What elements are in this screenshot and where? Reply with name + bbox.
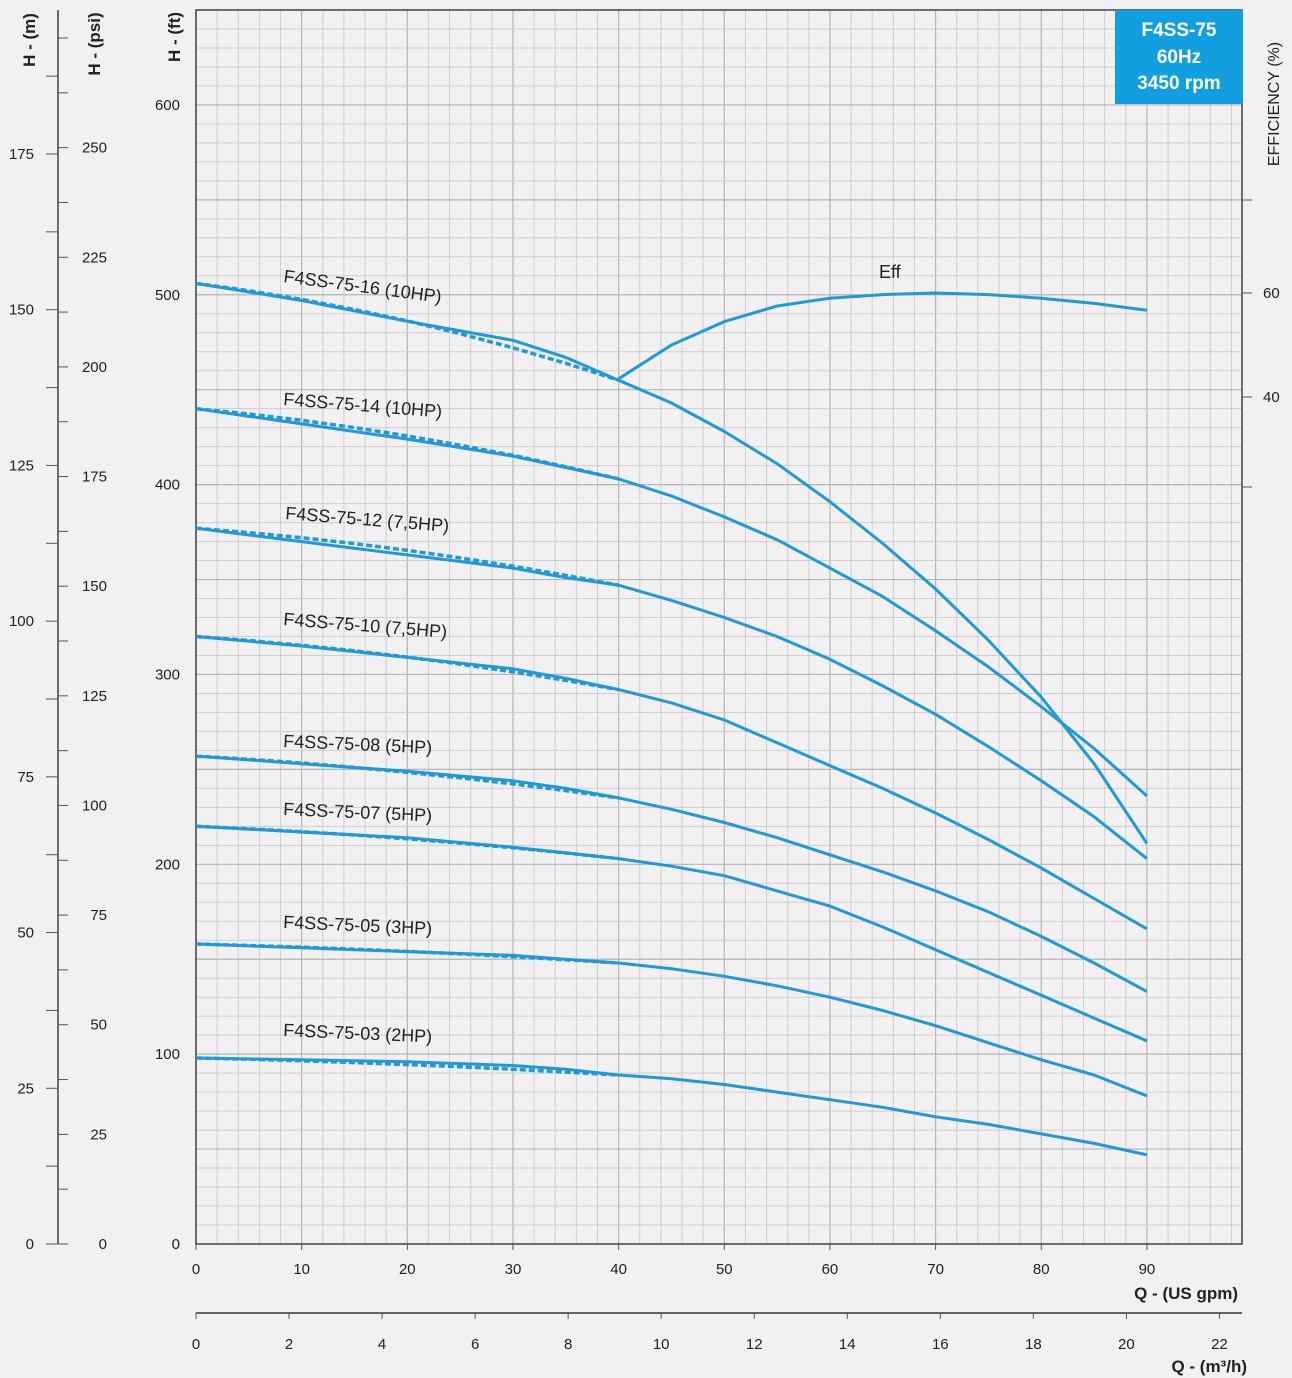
x-tick-label: 0 <box>192 1261 200 1278</box>
x2-tick-label: 12 <box>746 1336 763 1353</box>
x2-tick-label: 18 <box>1025 1336 1042 1353</box>
h-m-tick-label: 0 <box>26 1236 34 1253</box>
y-tick-label: 100 <box>155 1046 180 1063</box>
axis-label-q-m3h: Q - (m³/h) <box>1171 1357 1247 1376</box>
curves <box>195 281 1149 1157</box>
x2-tick-label: 2 <box>285 1336 293 1353</box>
plot-frame <box>195 9 1243 1245</box>
label-f4ss-75-12-7-5hp: F4SS-75-12 (7,5HP) <box>285 503 450 536</box>
axis-label-efficiency: EFFICIENCY (%) <box>1266 42 1283 166</box>
curve-f4ss-75-03-2hp <box>195 1056 1148 1157</box>
label-eff: Eff <box>879 262 902 282</box>
h-psi-tick-label: 250 <box>82 140 107 157</box>
h-m-tick-label: 25 <box>17 1080 34 1097</box>
label-f4ss-75-08-5hp: F4SS-75-08 (5HP) <box>283 731 433 757</box>
h-psi-tick-label: 200 <box>82 359 107 376</box>
axes: 0 10 20 30 40 50 60 70 80 90010020030040050060002… <box>9 9 1280 1353</box>
curve-extension-f4ss-75-05-3hp <box>195 942 619 965</box>
axis-label-h-m: H - (m) <box>20 13 39 67</box>
curve-extension-f4ss-75-10-7-5hp <box>195 634 619 692</box>
h-psi-tick-label: 175 <box>82 469 107 486</box>
x2-tick-label: 0 <box>192 1336 200 1353</box>
x2-tick-label: 4 <box>378 1336 386 1353</box>
h-psi-tick-label: 50 <box>90 1017 107 1034</box>
x2-tick-label: 20 <box>1118 1336 1135 1353</box>
axis-label-q-gpm: Q - (US gpm) <box>1134 1284 1238 1303</box>
x-tick-label: 30 <box>505 1261 522 1278</box>
h-psi-tick-label: 225 <box>82 249 107 266</box>
x2-tick-label: 14 <box>839 1336 856 1353</box>
x2-tick-label: 6 <box>471 1336 479 1353</box>
label-f4ss-75-05-3hp: F4SS-75-05 (3HP) <box>283 912 433 938</box>
curve-f4ss-75-12-7-5hp <box>195 526 1148 860</box>
h-psi-tick-label: 100 <box>82 797 107 814</box>
eff-tick-label: 60 <box>1263 285 1280 302</box>
h-m-tick-label: 150 <box>9 302 34 319</box>
x2-tick-label: 8 <box>564 1336 572 1353</box>
x-tick-label: 60 <box>822 1261 839 1278</box>
x-tick-label: 50 <box>716 1261 733 1278</box>
x-tick-label: 70 <box>927 1261 944 1278</box>
badge-model: F4SS-75 <box>1142 20 1217 41</box>
x-tick-label: 40 <box>610 1261 627 1278</box>
h-m-tick-label: 175 <box>9 146 34 163</box>
label-f4ss-75-14-10hp: F4SS-75-14 (10HP) <box>283 389 443 421</box>
y-tick-label: 500 <box>155 287 180 304</box>
curve-f4ss-75-16-10hp <box>195 281 1149 845</box>
axis-label-h-ft: H - (ft) <box>165 12 184 62</box>
curve-f4ss-75-14-10hp <box>195 407 1148 798</box>
curve-extension-f4ss-75-03-2hp <box>195 1056 619 1077</box>
badge-background <box>1115 10 1243 104</box>
label-f4ss-75-03-2hp: F4SS-75-03 (2HP) <box>283 1020 433 1046</box>
x-tick-label: 90 <box>1139 1261 1156 1278</box>
curve-f4ss-75-08-5hp <box>195 754 1148 993</box>
h-psi-tick-label: 25 <box>90 1126 107 1143</box>
curve-extension-f4ss-75-14-10hp <box>195 406 619 481</box>
grid <box>196 10 1242 1244</box>
h-psi-tick-label: 125 <box>82 688 107 705</box>
x2-tick-label: 16 <box>932 1336 949 1353</box>
curve-extension-f4ss-75-16-10hp <box>195 281 620 382</box>
y-tick-label: 300 <box>155 666 180 683</box>
h-psi-tick-label: 75 <box>90 907 107 924</box>
badge-speed: 3450 rpm <box>1137 73 1220 94</box>
x-tick-label: 80 <box>1033 1261 1050 1278</box>
curve-eff <box>617 291 1148 381</box>
model-badge: F4SS-75 60Hz 3450 rpm <box>1115 10 1243 104</box>
y-tick-label: 200 <box>155 856 180 873</box>
axis-label-h-psi: H - (psi) <box>85 12 104 75</box>
x-tick-label: 10 <box>293 1261 310 1278</box>
h-m-tick-label: 100 <box>9 613 34 630</box>
badge-frequency: 60Hz <box>1157 47 1201 68</box>
h-psi-tick-label: 150 <box>82 578 107 595</box>
y-tick-label: 600 <box>155 97 180 114</box>
h-m-tick-label: 125 <box>9 457 34 474</box>
h-m-tick-label: 50 <box>17 925 34 942</box>
y-tick-label: 0 <box>172 1236 180 1253</box>
y-tick-label: 400 <box>155 477 180 494</box>
curve-extension-f4ss-75-08-5hp <box>195 754 619 800</box>
h-m-tick-label: 75 <box>17 769 34 786</box>
curve-extension-f4ss-75-12-7-5hp <box>195 526 619 587</box>
eff-tick-label: 40 <box>1263 389 1280 406</box>
label-f4ss-75-07-5hp: F4SS-75-07 (5HP) <box>283 799 433 825</box>
h-psi-tick-label: 0 <box>99 1236 107 1253</box>
x2-tick-label: 10 <box>653 1336 670 1353</box>
x-tick-label: 20 <box>399 1261 416 1278</box>
curve-extension-f4ss-75-07-5hp <box>195 824 619 861</box>
x2-tick-label: 22 <box>1211 1336 1228 1353</box>
